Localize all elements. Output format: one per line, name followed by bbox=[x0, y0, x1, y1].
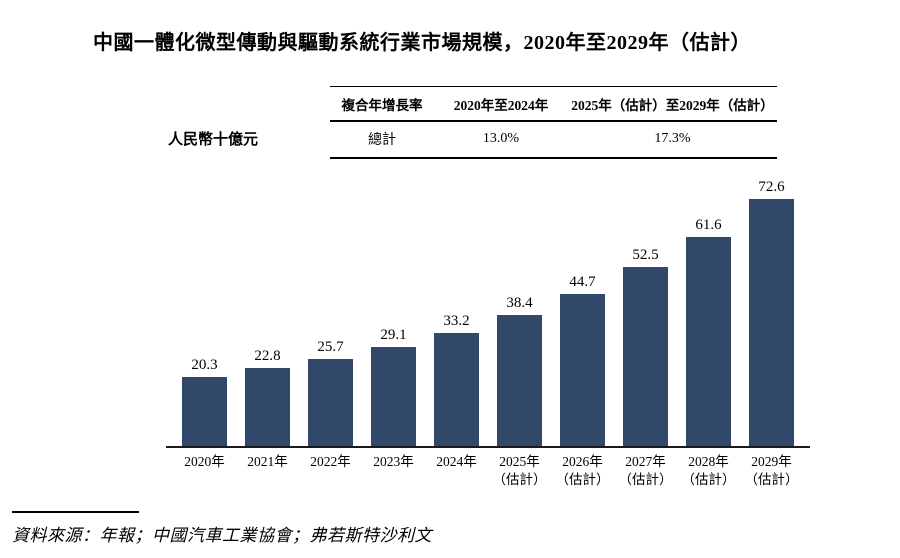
bar-group: 33.2 bbox=[434, 313, 479, 446]
x-axis-tick-label: 2024年 bbox=[436, 454, 477, 469]
cagr-value-2025-2029: 17.3% bbox=[654, 131, 691, 146]
bar-group: 61.6 bbox=[686, 217, 731, 446]
bar-value-label: 38.4 bbox=[506, 295, 533, 311]
x-axis-tick-label: 2026年 （估計） bbox=[555, 454, 610, 487]
bar-group: 20.3 bbox=[182, 357, 227, 446]
cagr-total-label: 總計 bbox=[368, 133, 396, 148]
x-axis-tick-label: 2025年 （估計） bbox=[492, 454, 547, 487]
bar-group: 72.6 bbox=[749, 179, 794, 446]
bar-value-label: 20.3 bbox=[191, 357, 218, 373]
cagr-header-metric: 複合年增長率 bbox=[341, 98, 423, 113]
plot-area: 20.3 22.8 25.7 29.1 33.2 38.4 44.7 52.5 61.6 72.6 bbox=[166, 170, 810, 448]
bar-value-label: 72.6 bbox=[758, 179, 785, 195]
x-axis-tick-label: 2020年 bbox=[184, 454, 225, 469]
cagr-header-2020-2024: 2020年至2024年 bbox=[453, 98, 549, 113]
figure-title: 中國一體化微型傳動與驅動系統行業市場規模，2020年至2029年（估計） bbox=[93, 32, 751, 54]
bar-value-label: 22.8 bbox=[254, 348, 281, 364]
bar-group: 44.7 bbox=[560, 274, 605, 446]
y-axis-unit-label: 人民幣十億元 bbox=[168, 132, 259, 148]
bar-value-label: 52.5 bbox=[632, 247, 659, 263]
bar-group: 22.8 bbox=[245, 348, 290, 446]
x-axis-tick-label: 2022年 bbox=[310, 454, 351, 469]
bar-group: 38.4 bbox=[497, 295, 542, 446]
bar bbox=[245, 368, 290, 446]
cagr-value-2020-2024: 13.0% bbox=[482, 131, 520, 146]
cagr-header-2025-2029: 2025年（估計）至2029年（估計） bbox=[571, 98, 774, 113]
x-axis-labels: 2020年 2021年 2022年 2023年 2024年 2025年 （估計） 2026年（… bbox=[166, 453, 810, 488]
bar bbox=[560, 294, 605, 446]
bar bbox=[686, 237, 731, 446]
cagr-table: 複合年增長率 2020年至2024年 2025年（估計）至2029年（估計） 總… bbox=[330, 86, 777, 159]
bar-value-label: 29.1 bbox=[380, 327, 407, 343]
bar-chart: 20.3 22.8 25.7 29.1 33.2 38.4 44.7 52.5 61.6 72.6… bbox=[166, 170, 810, 488]
x-axis-tick-label: 2021年 bbox=[247, 454, 288, 469]
bar bbox=[434, 333, 479, 446]
cagr-total-row: 總計 13.0% 17.3% bbox=[330, 121, 777, 158]
bar-value-label: 33.2 bbox=[443, 313, 470, 329]
bar-group: 29.1 bbox=[371, 327, 416, 446]
bar-value-label: 44.7 bbox=[569, 274, 596, 290]
source-divider bbox=[12, 511, 139, 513]
bar-group: 52.5 bbox=[623, 247, 668, 446]
source-note: 資料來源：年報；中國汽車工業協會；弗若斯特沙利文 bbox=[12, 526, 432, 545]
cagr-header-row: 複合年增長率 2020年至2024年 2025年（估計）至2029年（估計） bbox=[330, 86, 777, 121]
x-axis-tick-label: 2023年 bbox=[373, 454, 414, 469]
bar-group: 25.7 bbox=[308, 339, 353, 446]
x-axis-tick-label: 2029年 （估計） bbox=[744, 454, 799, 487]
bar-value-label: 25.7 bbox=[317, 339, 344, 355]
bar bbox=[371, 347, 416, 446]
bar bbox=[497, 315, 542, 446]
bar bbox=[623, 267, 668, 446]
x-axis-tick-label: 2028年 （估計） bbox=[681, 454, 736, 487]
bar bbox=[182, 377, 227, 446]
x-axis-tick-label: 2027年 （估計） bbox=[618, 454, 673, 487]
bar bbox=[308, 359, 353, 446]
bar bbox=[749, 199, 794, 446]
bar-value-label: 61.6 bbox=[695, 217, 722, 233]
